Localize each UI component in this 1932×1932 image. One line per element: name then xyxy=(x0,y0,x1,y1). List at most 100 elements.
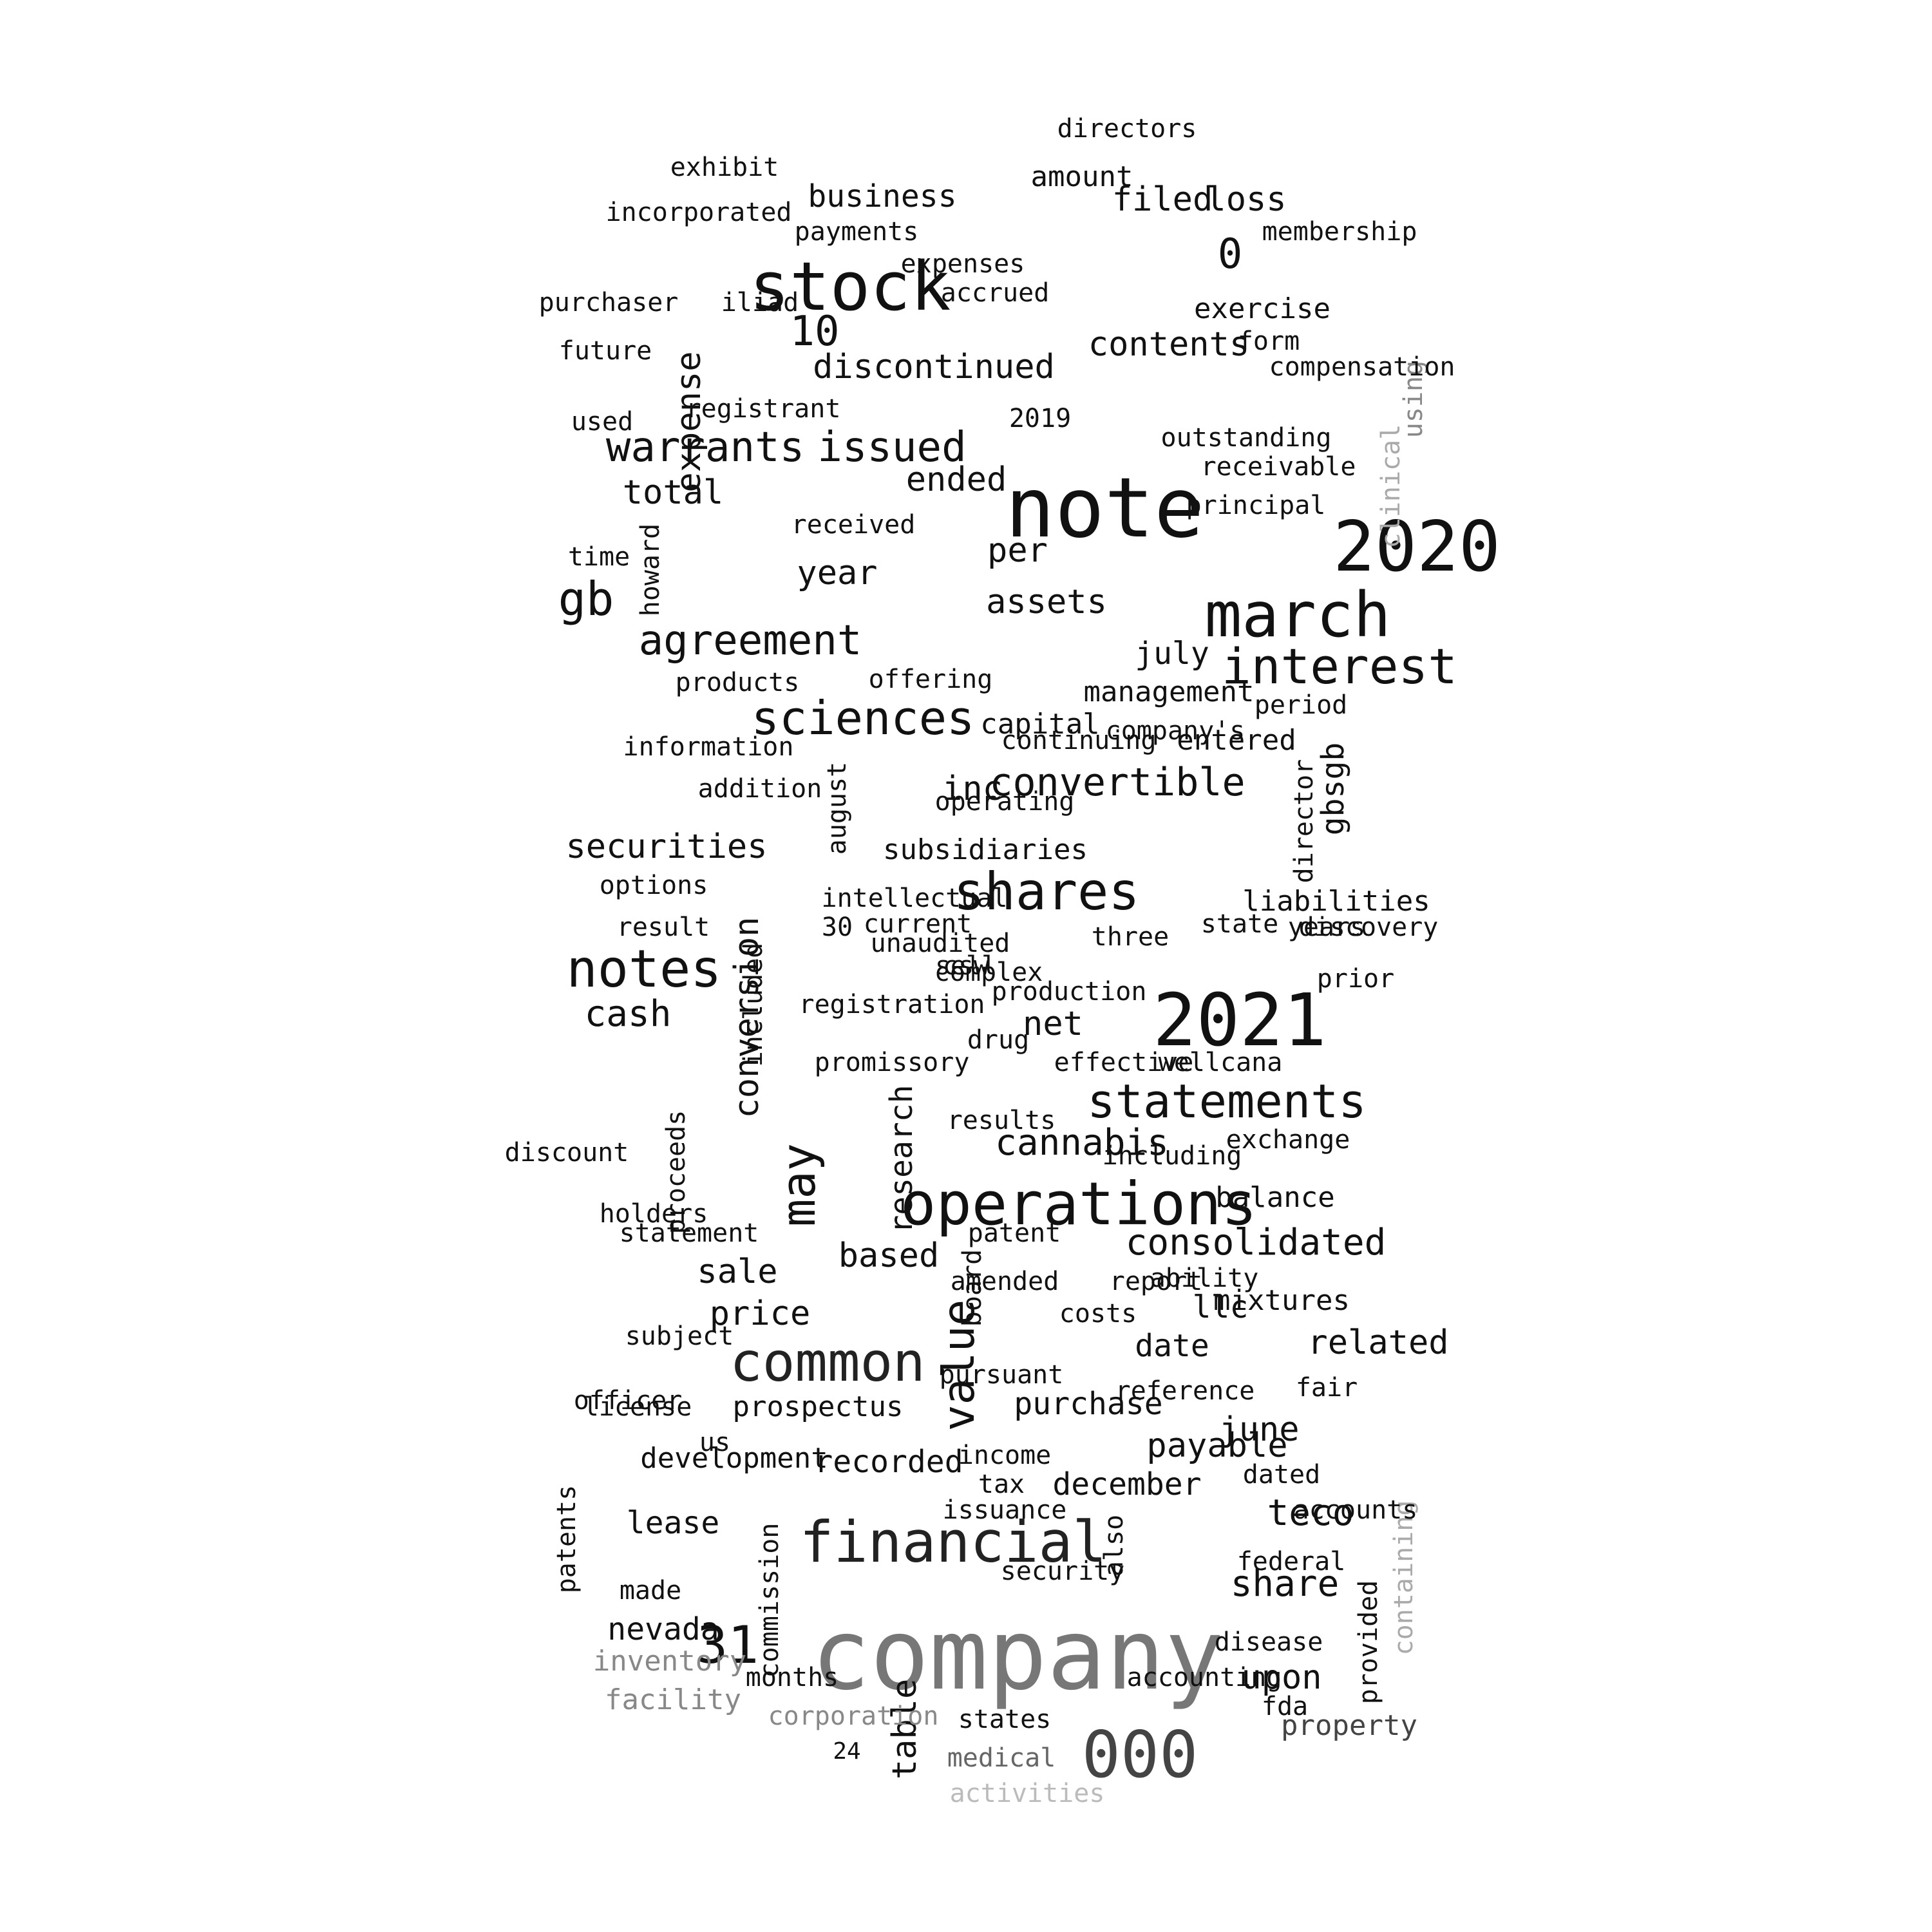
word-75: inventory xyxy=(592,1645,747,1678)
word-127: discovery xyxy=(1298,913,1439,942)
word-99: payments xyxy=(794,217,919,247)
word-6: march xyxy=(1204,579,1391,651)
word-11: notes xyxy=(566,939,722,999)
word-21: issued xyxy=(817,424,967,471)
word-140: holders xyxy=(599,1199,708,1229)
word-56: purchase xyxy=(1014,1386,1163,1422)
word-152: pursuant xyxy=(939,1360,1064,1390)
word-10: shares xyxy=(953,862,1140,922)
word-109: outstanding xyxy=(1160,423,1332,453)
word-164: fda xyxy=(1261,1692,1309,1721)
word-69: balance xyxy=(1215,1181,1335,1214)
word-120: options xyxy=(599,871,708,900)
word-3: 2020 xyxy=(1332,507,1501,587)
word-129: production xyxy=(991,977,1147,1007)
word-107: registrant xyxy=(685,394,841,424)
word-34: ended xyxy=(905,460,1007,499)
word-27: cash xyxy=(584,993,672,1035)
word-110: receivable xyxy=(1200,452,1356,482)
word-121: intellectual xyxy=(821,884,1008,913)
word-36: per xyxy=(987,531,1048,570)
word-1: note xyxy=(1005,460,1204,556)
word-100: expenses xyxy=(900,249,1025,279)
word-22: 10 xyxy=(790,308,840,355)
word-14: statements xyxy=(1087,1074,1367,1128)
word-60: nevada xyxy=(607,1611,719,1647)
word-132: drug xyxy=(967,1025,1030,1055)
word-39: loss xyxy=(1206,180,1287,219)
word-41: year xyxy=(797,554,878,592)
word-37: contents xyxy=(1088,325,1250,364)
word-48: related xyxy=(1307,1323,1449,1362)
word-97: 24 xyxy=(833,1738,861,1765)
word-73: mixtures xyxy=(1213,1284,1350,1317)
word-156: tax xyxy=(978,1470,1025,1499)
word-51: upon xyxy=(1241,1658,1322,1697)
word-85: included xyxy=(739,942,768,1067)
word-151: fair xyxy=(1295,1373,1358,1403)
word-72: amount xyxy=(1030,160,1133,193)
word-155: dated xyxy=(1242,1460,1321,1490)
word-63: subsidiaries xyxy=(883,833,1088,866)
word-77: corporation xyxy=(768,1701,939,1731)
word-101: accrued xyxy=(940,278,1050,308)
word-118: addition xyxy=(697,774,822,804)
word-52: business xyxy=(808,178,957,214)
word-86: director xyxy=(1289,759,1319,884)
word-71: development xyxy=(640,1442,828,1475)
word-124: three xyxy=(1091,922,1170,952)
word-154: income xyxy=(958,1441,1052,1470)
word-122: current xyxy=(863,909,972,939)
word-157: issuance xyxy=(942,1495,1067,1525)
word-81: clinical xyxy=(1376,424,1406,549)
word-13: interest xyxy=(1221,638,1458,695)
word-26: cannabis xyxy=(995,1122,1169,1164)
word-62: research xyxy=(884,1084,920,1234)
word-70: prospectus xyxy=(732,1390,904,1423)
word-78: medical xyxy=(947,1743,1056,1773)
word-148: reference xyxy=(1115,1376,1255,1406)
word-93: future xyxy=(558,336,652,366)
word-111: principal xyxy=(1186,491,1326,520)
word-7: operations xyxy=(900,1170,1257,1238)
word-54: llc xyxy=(1192,1289,1249,1325)
word-95: 2019 xyxy=(1009,404,1072,433)
word-19: agreement xyxy=(638,617,862,665)
word-106: compensation xyxy=(1269,352,1455,382)
word-128: complex xyxy=(934,958,1043,987)
word-166: accounts xyxy=(1293,1495,1418,1525)
word-0: company xyxy=(811,1598,1224,1712)
word-92: provided xyxy=(1354,1580,1383,1705)
word-65: entered xyxy=(1177,724,1296,757)
word-102: exhibit xyxy=(670,153,779,182)
word-136: exchange xyxy=(1226,1125,1350,1155)
word-125: state xyxy=(1200,909,1279,939)
word-141: statement xyxy=(619,1218,759,1248)
word-74: property xyxy=(1281,1709,1417,1742)
word-38: filed xyxy=(1112,180,1213,219)
word-40: inc xyxy=(942,770,1003,808)
word-94: time xyxy=(567,542,630,572)
word-167: purchaser xyxy=(538,288,679,317)
word-113: offering xyxy=(868,665,993,694)
word-163: states xyxy=(958,1705,1052,1734)
word-31: assets xyxy=(986,583,1107,621)
word-123: unaudited xyxy=(870,929,1010,958)
word-144: report xyxy=(1109,1267,1203,1296)
word-33: total xyxy=(622,473,724,512)
word-66: capital xyxy=(980,708,1100,741)
word-15: sciences xyxy=(751,691,975,745)
word-5: 000 xyxy=(1081,1717,1198,1792)
word-149: officer xyxy=(573,1386,683,1416)
word-8: financial xyxy=(799,1509,1107,1575)
word-47: price xyxy=(709,1294,811,1333)
word-9: common xyxy=(730,1331,925,1394)
word-172: sell xyxy=(934,951,998,981)
word-116: continuing xyxy=(1001,726,1157,755)
word-30: securities xyxy=(565,828,768,866)
word-145: ability xyxy=(1150,1264,1259,1293)
word-171: csw xyxy=(942,951,990,981)
word-162: months xyxy=(745,1663,839,1692)
word-35: net xyxy=(1023,1005,1083,1043)
